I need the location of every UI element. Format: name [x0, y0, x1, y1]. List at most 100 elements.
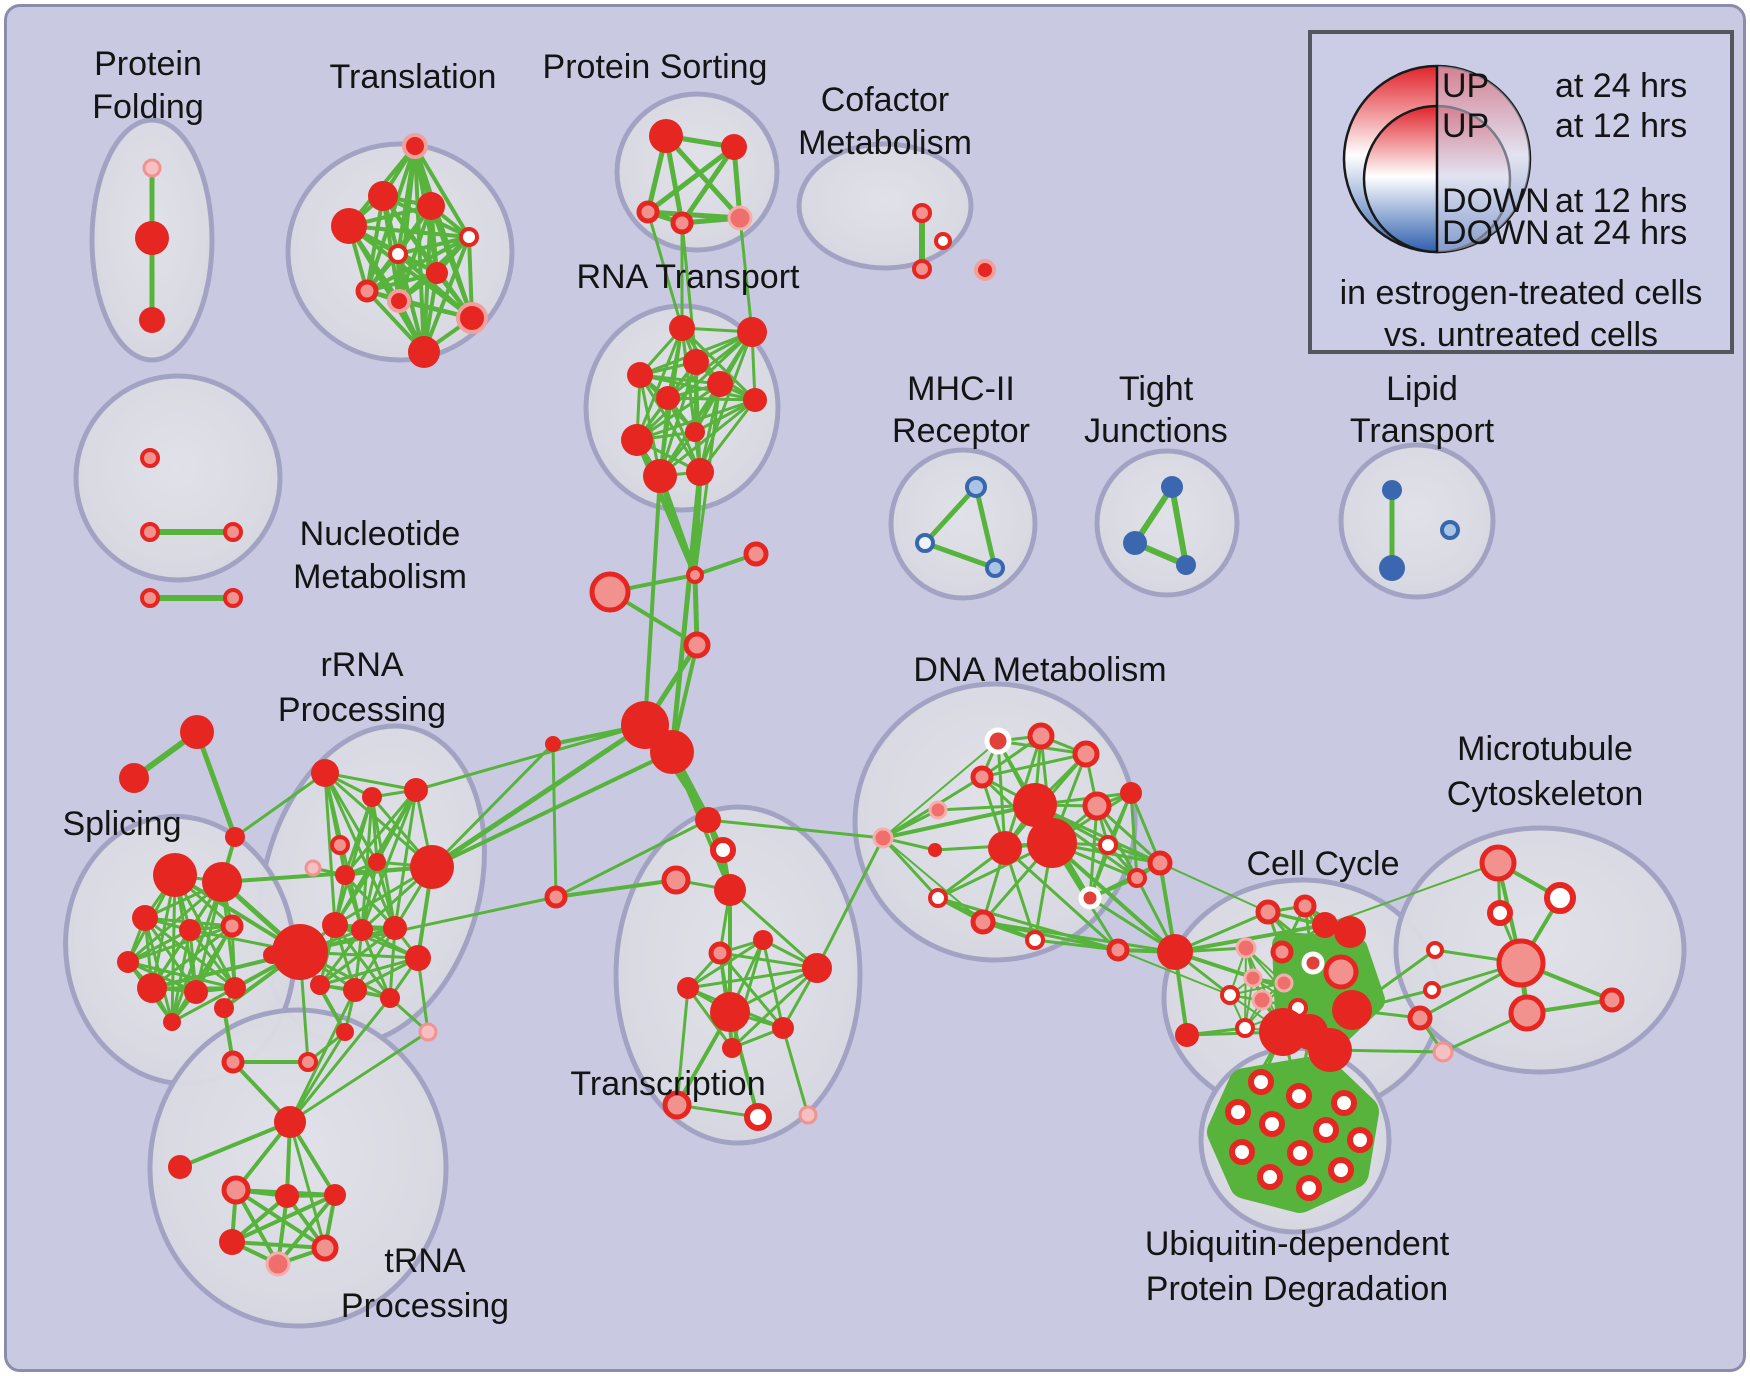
gene-node[interactable] — [544, 885, 568, 909]
gene-node[interactable] — [636, 200, 660, 224]
gene-node[interactable] — [417, 192, 445, 220]
gene-node[interactable] — [985, 558, 1005, 578]
gene-node[interactable] — [221, 1050, 245, 1074]
gene-node[interactable] — [1544, 882, 1576, 914]
gene-node[interactable] — [1251, 989, 1273, 1011]
gene-node[interactable] — [404, 778, 428, 802]
gene-node[interactable] — [798, 1105, 818, 1125]
gene-node[interactable] — [1025, 930, 1045, 950]
gene-node[interactable] — [221, 1175, 251, 1205]
gene-node[interactable] — [224, 977, 246, 999]
gene-node[interactable] — [1328, 1157, 1354, 1183]
gene-node[interactable] — [263, 946, 281, 964]
gene-node[interactable] — [1013, 783, 1057, 827]
gene-node[interactable] — [1235, 1018, 1255, 1038]
gene-node[interactable] — [355, 279, 379, 303]
gene-node[interactable] — [714, 874, 746, 906]
gene-node[interactable] — [168, 1155, 192, 1179]
gene-node[interactable] — [1599, 987, 1625, 1013]
gene-node[interactable] — [1123, 531, 1147, 555]
gene-node[interactable] — [589, 571, 631, 613]
gene-node[interactable] — [311, 1234, 339, 1262]
gene-node[interactable] — [1313, 1117, 1339, 1143]
gene-node[interactable] — [1432, 1041, 1454, 1063]
gene-node[interactable] — [656, 386, 680, 410]
gene-node[interactable] — [685, 422, 705, 442]
gene-node[interactable] — [1157, 934, 1193, 970]
gene-node[interactable] — [272, 924, 328, 980]
gene-node[interactable] — [1243, 968, 1263, 988]
gene-node[interactable] — [322, 912, 348, 938]
gene-node[interactable] — [1027, 818, 1077, 868]
gene-node[interactable] — [135, 221, 169, 255]
gene-node[interactable] — [402, 133, 428, 159]
gene-node[interactable] — [710, 837, 736, 863]
gene-node[interactable] — [140, 522, 160, 542]
gene-node[interactable] — [1296, 1175, 1322, 1201]
gene-node[interactable] — [1225, 1099, 1251, 1125]
gene-node[interactable] — [662, 1090, 692, 1120]
gene-node[interactable] — [1229, 1139, 1255, 1165]
gene-node[interactable] — [737, 317, 767, 347]
gene-node[interactable] — [1423, 981, 1441, 999]
gene-node[interactable] — [928, 800, 948, 820]
gene-node[interactable] — [1332, 990, 1372, 1030]
gene-node[interactable] — [1120, 782, 1142, 804]
gene-node[interactable] — [368, 853, 386, 871]
gene-node[interactable] — [984, 727, 1012, 755]
gene-node[interactable] — [928, 888, 948, 908]
gene-node[interactable] — [1270, 940, 1294, 964]
gene-node[interactable] — [721, 134, 747, 160]
gene-node[interactable] — [872, 827, 894, 849]
gene-node[interactable] — [669, 315, 695, 341]
gene-node[interactable] — [928, 843, 942, 857]
gene-node[interactable] — [970, 765, 994, 789]
gene-node[interactable] — [1082, 791, 1112, 821]
gene-node[interactable] — [1286, 1083, 1312, 1109]
gene-node[interactable] — [1078, 886, 1102, 910]
gene-node[interactable] — [1248, 1069, 1274, 1095]
gene-node[interactable] — [744, 1103, 772, 1131]
gene-node[interactable] — [387, 289, 411, 313]
gene-node[interactable] — [915, 533, 935, 553]
gene-node[interactable] — [1292, 1014, 1328, 1050]
gene-node[interactable] — [362, 787, 382, 807]
gene-node[interactable] — [1098, 835, 1118, 855]
gene-node[interactable] — [265, 1251, 291, 1277]
gene-node[interactable] — [743, 541, 769, 567]
gene-node[interactable] — [336, 1023, 354, 1041]
gene-node[interactable] — [974, 259, 996, 281]
gene-node[interactable] — [1379, 555, 1405, 581]
gene-node[interactable] — [621, 424, 653, 456]
gene-node[interactable] — [179, 919, 201, 941]
gene-node[interactable] — [1334, 916, 1366, 948]
gene-node[interactable] — [649, 119, 683, 153]
gene-node[interactable] — [545, 736, 561, 752]
gene-node[interactable] — [153, 853, 197, 897]
gene-node[interactable] — [1382, 480, 1402, 500]
gene-node[interactable] — [223, 588, 243, 608]
gene-node[interactable] — [988, 831, 1022, 865]
gene-node[interactable] — [324, 1184, 346, 1206]
gene-node[interactable] — [1147, 850, 1173, 876]
gene-node[interactable] — [459, 227, 479, 247]
gene-node[interactable] — [1106, 938, 1130, 962]
gene-node[interactable] — [1274, 973, 1294, 993]
gene-node[interactable] — [1175, 1023, 1199, 1047]
gene-node[interactable] — [743, 388, 767, 412]
gene-node[interactable] — [117, 951, 139, 973]
gene-node[interactable] — [298, 1052, 318, 1072]
gene-node[interactable] — [1161, 476, 1183, 498]
gene-node[interactable] — [683, 349, 709, 375]
gene-node[interactable] — [1487, 900, 1513, 926]
gene-node[interactable] — [368, 181, 398, 211]
gene-node[interactable] — [456, 302, 488, 334]
gene-node[interactable] — [727, 205, 753, 231]
gene-node[interactable] — [1259, 1111, 1285, 1137]
gene-node[interactable] — [225, 827, 245, 847]
gene-node[interactable] — [970, 909, 996, 935]
gene-node[interactable] — [426, 262, 448, 284]
gene-node[interactable] — [1407, 1005, 1433, 1031]
gene-node[interactable] — [1287, 1140, 1313, 1166]
gene-node[interactable] — [912, 259, 932, 279]
